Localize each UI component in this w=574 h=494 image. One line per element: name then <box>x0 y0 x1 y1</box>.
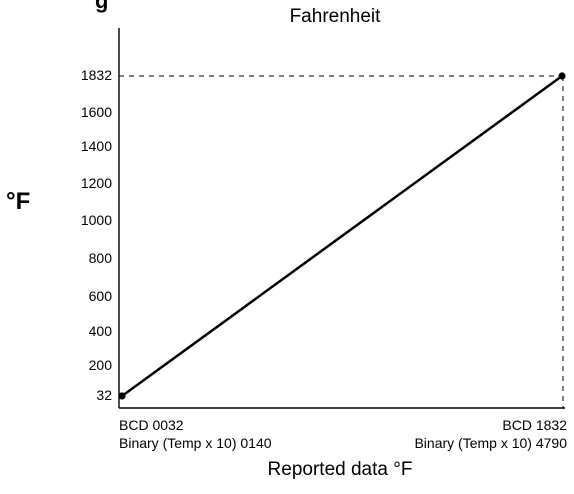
data-point-start <box>118 392 126 400</box>
x-axis-end-labels: BCD 1832 Binary (Temp x 10) 4790 <box>414 416 567 452</box>
x-axis-start-bcd-label: BCD 0032 <box>119 417 184 433</box>
x-axis-end-bcd-label: BCD 1832 <box>502 417 567 433</box>
chart-title: Fahrenheit <box>289 6 381 27</box>
x-axis-end-binary-label: Binary (Temp x 10) 4790 <box>414 435 567 451</box>
series-line <box>121 74 563 398</box>
clipped-title-fragment: g <box>95 0 109 13</box>
y-tick-label: 32 <box>96 387 112 403</box>
y-axis-label: °F <box>6 188 31 215</box>
x-axis-start-labels: BCD 0032 Binary (Temp x 10) 0140 <box>119 416 272 452</box>
y-tick-label: 1832 <box>80 67 112 83</box>
data-point-end <box>558 72 566 80</box>
y-tick-label: 600 <box>88 288 112 304</box>
y-tick-label: 1200 <box>80 175 112 191</box>
y-tick-label: 400 <box>88 323 112 339</box>
y-tick-label: 1400 <box>80 138 112 154</box>
y-tick-label: 200 <box>88 357 112 373</box>
y-tick-label: 1600 <box>80 104 112 120</box>
x-axis-label: Reported data °F <box>267 459 413 480</box>
x-axis-start-binary-label: Binary (Temp x 10) 0140 <box>119 435 272 451</box>
y-tick-label: 800 <box>88 250 112 266</box>
y-tick-label: 1000 <box>80 212 112 228</box>
